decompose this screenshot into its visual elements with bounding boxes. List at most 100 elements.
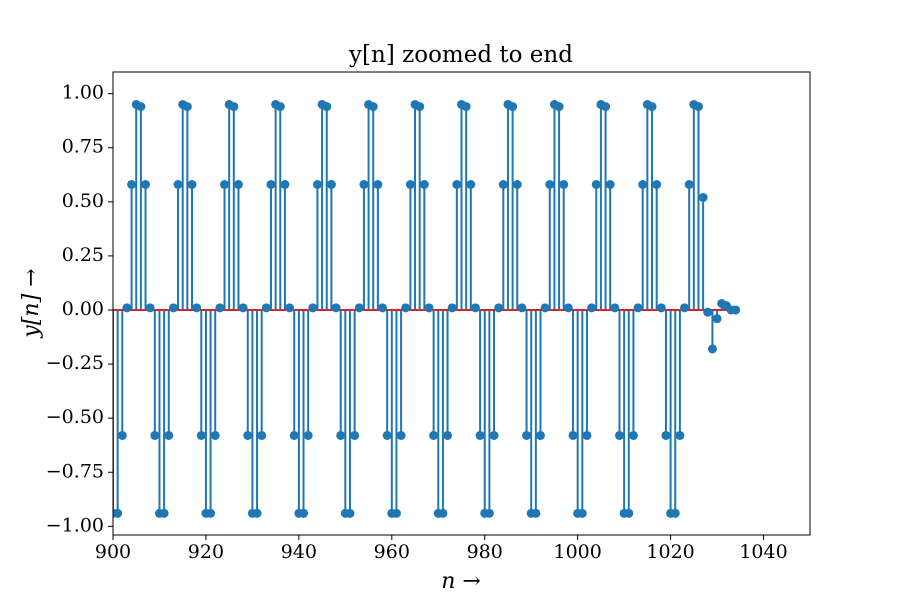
stem-marker [368, 102, 378, 112]
y-tick-label: 0.00 [62, 298, 104, 320]
stem-marker [182, 102, 192, 112]
stem-marker [438, 508, 448, 518]
stem-marker [614, 430, 624, 440]
y-axis-label: y[n] → [19, 268, 44, 338]
x-tick-label: 1020 [646, 541, 694, 563]
stem-marker [238, 303, 248, 313]
stem-marker [605, 180, 615, 190]
stem-marker [196, 430, 206, 440]
stem-marker [252, 508, 262, 518]
stem-marker [461, 102, 471, 112]
y-tick-label: −0.50 [46, 406, 104, 428]
stem-marker [731, 305, 741, 315]
stem-marker [350, 430, 360, 440]
stem-marker [378, 303, 388, 313]
stem-marker [531, 508, 541, 518]
stem-marker [289, 430, 299, 440]
stem-marker [322, 102, 332, 112]
stem-marker [624, 508, 634, 518]
stem-marker [703, 307, 713, 317]
stem-marker [522, 430, 532, 440]
stem-marker [401, 303, 411, 313]
x-tick-label: 940 [281, 541, 317, 563]
stem-marker [508, 102, 518, 112]
stem-marker [261, 303, 271, 313]
stem-marker [577, 508, 587, 518]
stem-marker [475, 430, 485, 440]
stem-marker [443, 430, 453, 440]
stem-marker [638, 180, 648, 190]
stem-marker [257, 430, 267, 440]
stem-marker [601, 102, 611, 112]
y-tick-label: 0.75 [62, 136, 104, 158]
stem-marker [415, 102, 425, 112]
stem-marker [192, 303, 202, 313]
stem-marker [489, 430, 499, 440]
stem-marker [559, 180, 569, 190]
stem-marker [707, 344, 717, 354]
stem-marker [285, 303, 295, 313]
stem-marker [628, 430, 638, 440]
stem-marker [391, 508, 401, 518]
x-tick-label: 960 [374, 541, 410, 563]
stem-marker [299, 508, 309, 518]
stem-marker [122, 303, 132, 313]
stem-marker [563, 303, 573, 313]
stem-marker [141, 180, 151, 190]
x-axis-label: n → [441, 569, 481, 594]
stem-marker [206, 508, 216, 518]
stem-marker [652, 180, 662, 190]
stem-marker [633, 303, 643, 313]
chart-title: y[n] zoomed to end [348, 42, 573, 68]
x-tick-label: 900 [95, 541, 131, 563]
stem-marker [698, 192, 708, 202]
x-tick-label: 1000 [553, 541, 601, 563]
stem-marker [243, 430, 253, 440]
stem-marker [712, 314, 722, 324]
stem-marker [127, 180, 137, 190]
stem-marker [512, 180, 522, 190]
stem-marker [303, 430, 313, 440]
plot-area [113, 99, 741, 518]
stem-marker [661, 430, 671, 440]
stem-marker [354, 303, 364, 313]
stem-marker [266, 180, 276, 190]
stem-marker [405, 180, 415, 190]
y-tick-label: −0.75 [46, 460, 104, 482]
stem-marker [494, 303, 504, 313]
stem-marker [326, 180, 336, 190]
stem-marker [656, 303, 666, 313]
stem-marker [373, 180, 383, 190]
stem-marker [447, 303, 457, 313]
stem-marker [647, 102, 657, 112]
stem-marker [540, 303, 550, 313]
stem-marker [675, 430, 685, 440]
axes-frame [112, 71, 811, 536]
stem-marker [275, 102, 285, 112]
stem-marker [396, 430, 406, 440]
x-tick-label: 920 [188, 541, 224, 563]
stem-marker [419, 180, 429, 190]
stem-marker [229, 102, 239, 112]
stem-marker [312, 180, 322, 190]
stem-marker [680, 303, 690, 313]
stem-marker [610, 303, 620, 313]
stem-marker [164, 430, 174, 440]
y-tick-label: −1.00 [46, 514, 104, 536]
stem-marker [117, 430, 127, 440]
stem-marker [568, 430, 578, 440]
stem-marker [424, 303, 434, 313]
stem-marker [113, 508, 123, 518]
stem-marker [684, 180, 694, 190]
stem-marker [233, 180, 243, 190]
stem-marker [215, 303, 225, 313]
stem-marker [280, 180, 290, 190]
stem-marker [331, 303, 341, 313]
stem-marker [336, 430, 346, 440]
stem-marker [517, 303, 527, 313]
stem-marker [382, 430, 392, 440]
x-tick-label: 1040 [739, 541, 787, 563]
stem-marker [693, 102, 703, 112]
stem-marker [484, 508, 494, 518]
